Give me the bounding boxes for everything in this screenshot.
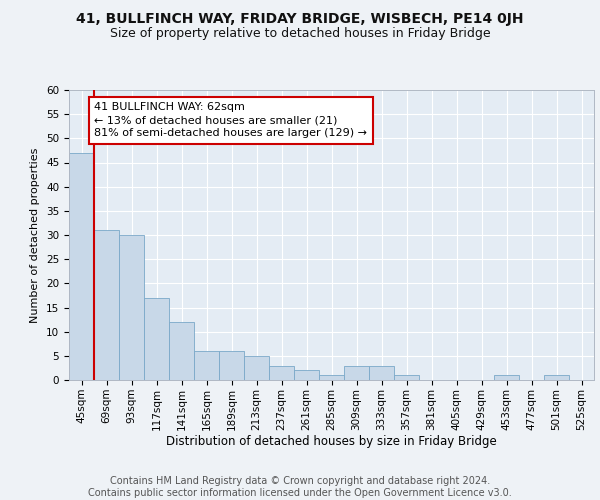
Bar — [494, 375, 519, 380]
Bar — [544, 375, 569, 380]
Bar — [119, 235, 144, 380]
X-axis label: Distribution of detached houses by size in Friday Bridge: Distribution of detached houses by size … — [166, 436, 497, 448]
Bar — [344, 366, 369, 380]
Bar — [394, 375, 419, 380]
Bar — [219, 351, 244, 380]
Bar — [244, 356, 269, 380]
Bar — [319, 375, 344, 380]
Y-axis label: Number of detached properties: Number of detached properties — [31, 148, 40, 322]
Text: 41 BULLFINCH WAY: 62sqm
← 13% of detached houses are smaller (21)
81% of semi-de: 41 BULLFINCH WAY: 62sqm ← 13% of detache… — [95, 102, 367, 139]
Text: Size of property relative to detached houses in Friday Bridge: Size of property relative to detached ho… — [110, 28, 490, 40]
Bar — [169, 322, 194, 380]
Bar — [269, 366, 294, 380]
Bar — [69, 153, 94, 380]
Bar — [144, 298, 169, 380]
Bar — [369, 366, 394, 380]
Text: Contains public sector information licensed under the Open Government Licence v3: Contains public sector information licen… — [88, 488, 512, 498]
Bar — [194, 351, 219, 380]
Text: 41, BULLFINCH WAY, FRIDAY BRIDGE, WISBECH, PE14 0JH: 41, BULLFINCH WAY, FRIDAY BRIDGE, WISBEC… — [76, 12, 524, 26]
Text: Contains HM Land Registry data © Crown copyright and database right 2024.: Contains HM Land Registry data © Crown c… — [110, 476, 490, 486]
Bar — [294, 370, 319, 380]
Bar — [94, 230, 119, 380]
